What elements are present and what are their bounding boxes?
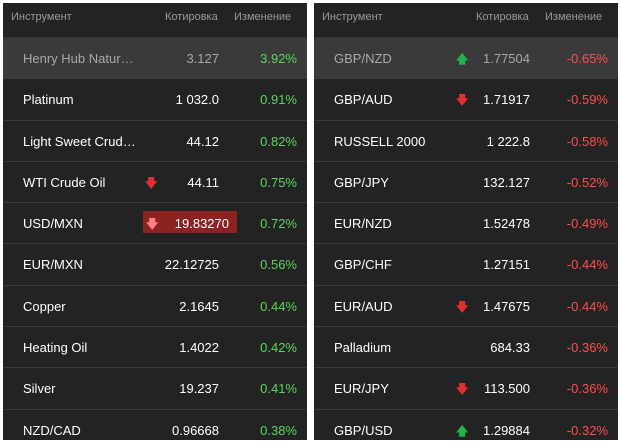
table-header: Инструмент Котировка Изменение <box>3 3 307 38</box>
quote-value: 0.96668 <box>172 422 219 438</box>
table-row[interactable]: GBP/CHF 1.27151 -0.44% <box>314 244 618 286</box>
table-row[interactable]: Platinum 1 032.0 0.91% <box>3 79 307 121</box>
table-row[interactable]: Palladium 684.33 -0.36% <box>314 327 618 369</box>
instrument-name: RUSSELL 2000 <box>334 133 426 149</box>
instrument-name: NZD/CAD <box>23 422 81 438</box>
change-value: -0.44% <box>566 298 608 314</box>
table-row[interactable]: EUR/JPY 🡇 113.500 -0.36% <box>314 368 618 410</box>
quote-value: 19.237 <box>179 381 219 397</box>
quote-value: 22.12725 <box>164 257 219 273</box>
quote-value: 1 032.0 <box>175 92 219 108</box>
change-value: -0.52% <box>566 174 608 190</box>
instrument-name: EUR/JPY <box>334 381 389 397</box>
table-row[interactable]: RUSSELL 2000 1 222.8 -0.58% <box>314 121 618 162</box>
change-value: -0.36% <box>566 340 608 356</box>
header-instrument[interactable]: Инструмент <box>322 11 383 23</box>
change-value: -0.32% <box>566 422 608 438</box>
table-row[interactable]: Copper 2.1645 0.44% <box>3 286 307 328</box>
header-quote[interactable]: Котировка <box>476 11 529 23</box>
arrow-down-icon: 🡇 <box>145 175 158 190</box>
quote-value: 1.29884 <box>483 422 530 438</box>
change-value: 0.72% <box>260 216 297 232</box>
quote-value: 44.11 <box>187 174 219 190</box>
change-value: 0.42% <box>260 340 297 356</box>
table-row[interactable]: GBP/JPY 132.127 -0.52% <box>314 162 618 204</box>
change-value: -0.36% <box>566 381 608 397</box>
instrument-name: GBP/NZD <box>334 51 392 66</box>
change-value: -0.59% <box>566 92 608 108</box>
table-row[interactable]: Henry Hub Natur… 3.127 3.92% <box>3 38 307 80</box>
table-row[interactable]: WTI Crude Oil 🡇 44.11 0.75% <box>3 162 307 204</box>
losers-panel: Инструмент Котировка Изменение GBP/NZD 🡅… <box>314 3 618 440</box>
instrument-name: GBP/AUD <box>334 92 393 108</box>
quote-value: 113.500 <box>483 381 530 397</box>
arrow-down-icon: 🡇 <box>456 93 469 108</box>
quote-value: 1.71917 <box>483 92 530 108</box>
instrument-name: WTI Crude Oil <box>23 174 106 190</box>
instrument-name: GBP/USD <box>334 422 393 438</box>
quote-value: 132.127 <box>483 174 530 190</box>
quote-value: 3.127 <box>186 51 219 66</box>
header-quote[interactable]: Котировка <box>165 11 218 23</box>
arrow-down-icon: 🡇 <box>456 299 469 314</box>
table-row[interactable]: USD/MXN 🡇 19.83270 0.72% <box>3 203 307 245</box>
table-row[interactable]: Silver 19.237 0.41% <box>3 368 307 410</box>
instrument-name: GBP/CHF <box>334 257 392 273</box>
change-value: 0.91% <box>260 92 297 108</box>
change-value: 0.44% <box>260 298 297 314</box>
quote-value: 1.27151 <box>483 257 530 273</box>
change-value: 0.75% <box>260 174 297 190</box>
table-row[interactable]: GBP/NZD 🡅 1.77504 -0.65% <box>314 38 618 80</box>
quote-value: 1.4022 <box>179 340 219 356</box>
quote-value: 2.1645 <box>179 298 219 314</box>
table-header: Инструмент Котировка Изменение <box>314 3 618 38</box>
instrument-name: EUR/AUD <box>334 298 393 314</box>
instrument-name: USD/MXN <box>23 216 83 232</box>
header-instrument[interactable]: Инструмент <box>11 11 72 23</box>
table-row[interactable]: GBP/AUD 🡇 1.71917 -0.59% <box>314 79 618 121</box>
instrument-name: Henry Hub Natur… <box>23 51 134 66</box>
instrument-name: Silver <box>23 381 56 397</box>
change-value: 0.56% <box>260 257 297 273</box>
table-row[interactable]: GBP/USD 🡅 1.29884 -0.32% <box>314 410 618 440</box>
instrument-name: Copper <box>23 298 66 314</box>
instrument-name: Light Sweet Crud… <box>23 133 136 149</box>
table-row[interactable]: Light Sweet Crud… 44.12 0.82% <box>3 121 307 162</box>
header-change[interactable]: Изменение <box>234 11 292 23</box>
instrument-name: GBP/JPY <box>334 174 389 190</box>
change-value: -0.44% <box>566 257 608 273</box>
gainers-panel: Инструмент Котировка Изменение Henry Hub… <box>3 3 307 440</box>
quote-value: 1.47675 <box>483 298 530 314</box>
instrument-name: Palladium <box>334 340 392 356</box>
change-value: 0.38% <box>260 422 297 438</box>
change-value: -0.49% <box>566 216 608 232</box>
table-row[interactable]: Heating Oil 1.4022 0.42% <box>3 327 307 369</box>
quote-value: 1 222.8 <box>486 133 530 149</box>
arrow-up-icon: 🡅 <box>456 423 469 438</box>
quote-value: 1.77504 <box>483 51 530 66</box>
table-row[interactable]: NZD/CAD 0.96668 0.38% <box>3 410 307 440</box>
table-row[interactable]: EUR/NZD 1.52478 -0.49% <box>314 203 618 245</box>
quote-flash-highlight: 🡇 19.83270 <box>143 211 237 234</box>
instrument-name: EUR/MXN <box>23 257 83 273</box>
instrument-name: Platinum <box>23 92 74 108</box>
arrow-up-icon: 🡅 <box>456 52 469 66</box>
quote-value: 19.83270 <box>174 216 229 232</box>
quote-value: 1.52478 <box>483 216 530 232</box>
change-value: 0.41% <box>260 381 297 397</box>
change-value: -0.58% <box>566 133 608 149</box>
table-row[interactable]: EUR/MXN 22.12725 0.56% <box>3 244 307 286</box>
header-change[interactable]: Изменение <box>545 11 603 23</box>
instrument-name: Heating Oil <box>23 340 88 356</box>
arrow-down-icon: 🡇 <box>146 217 159 232</box>
change-value: 3.92% <box>260 51 297 66</box>
change-value: 0.82% <box>260 133 297 149</box>
arrow-down-icon: 🡇 <box>456 382 469 397</box>
table-row[interactable]: EUR/AUD 🡇 1.47675 -0.44% <box>314 286 618 328</box>
change-value: -0.65% <box>566 51 608 66</box>
quote-value: 684.33 <box>490 340 530 356</box>
instrument-name: EUR/NZD <box>334 216 392 232</box>
quote-value: 44.12 <box>186 133 219 149</box>
